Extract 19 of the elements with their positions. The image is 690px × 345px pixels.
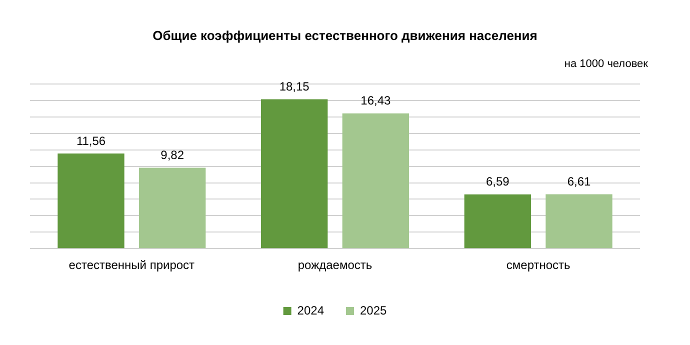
x-tick-label: смертность <box>506 258 570 272</box>
bar <box>342 113 410 248</box>
data-label: 18,15 <box>279 80 310 94</box>
data-label: 6,59 <box>486 174 510 189</box>
data-label: 9,82 <box>160 148 184 162</box>
chart-title: Общие коэффициенты естественного движения населения <box>152 28 538 43</box>
bar <box>546 194 612 248</box>
bar <box>58 153 124 248</box>
data-label: 16,43 <box>360 94 392 108</box>
x-tick-label: рождаемость <box>298 258 372 272</box>
bar <box>260 99 328 248</box>
legend-label: 2025 <box>360 303 388 318</box>
bar <box>138 168 206 248</box>
legend-label: 2024 <box>297 303 324 318</box>
x-tick-label: естественный прирост <box>68 258 196 272</box>
text: на 1000 человек <box>564 58 648 70</box>
data-label: 6,61 <box>567 174 591 189</box>
bar <box>464 194 532 248</box>
data-label: 11,56 <box>76 134 106 148</box>
